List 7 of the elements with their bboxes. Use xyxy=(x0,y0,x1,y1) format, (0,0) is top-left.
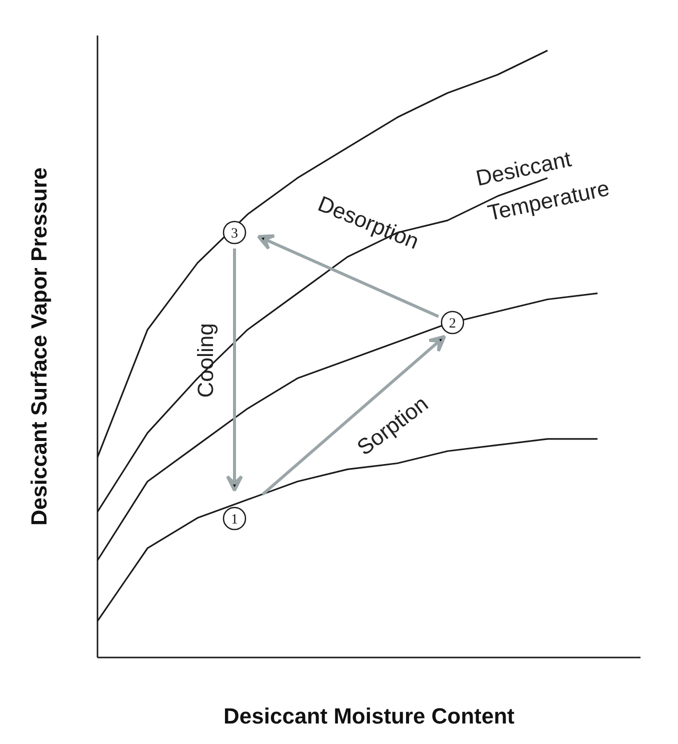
annotation: 2 xyxy=(449,316,456,332)
y-axis-title: Desiccant Surface Vapor Pressure xyxy=(26,167,52,526)
annotation: 3 xyxy=(231,226,238,242)
annotation: 1 xyxy=(231,512,238,528)
x-axis-title: Desiccant Moisture Content xyxy=(224,704,516,728)
annotation: Desiccant xyxy=(474,146,574,191)
annotation: Cooling xyxy=(193,323,218,398)
